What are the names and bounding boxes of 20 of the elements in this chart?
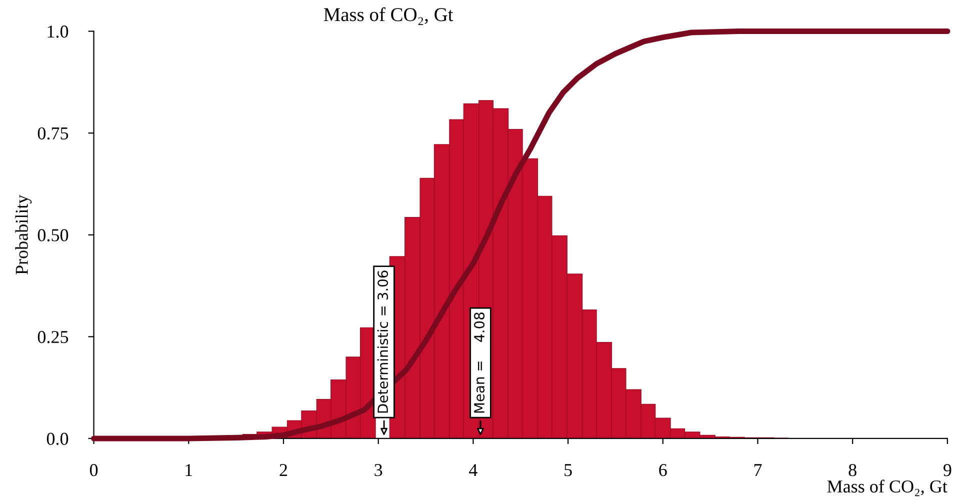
y-tick-label: 0.0 [46, 432, 68, 445]
x-tick-label: 8 [848, 464, 856, 476]
x-tick-label: 7 [754, 464, 762, 476]
chart-title: Mass of CO₂, Gt [324, 7, 454, 25]
y-tick-label: 0.50 [38, 229, 68, 242]
y-tick-label: 0.25 [38, 330, 68, 344]
x-tick-label: 6 [659, 464, 667, 476]
x-tick-label: 4 [469, 464, 478, 476]
x-tick-label: 3 [374, 464, 382, 476]
annotation: Mean = 4.08 [474, 312, 485, 413]
x-tick-label: 1 [186, 464, 192, 476]
x-tick-label: 2 [280, 464, 288, 476]
x-tick-label: 5 [564, 464, 572, 476]
y-tick-label: 1.0 [48, 26, 68, 38]
x-axis-title: Mass of CO₂, Gt [827, 480, 948, 496]
y-axis-title: Probability [15, 194, 32, 274]
annotation: Deterministic = 3.06 [377, 270, 388, 413]
y-tick-label: 0.75 [38, 127, 68, 140]
x-tick-label: 0 [90, 464, 98, 476]
x-tick-label: 9 [943, 464, 952, 476]
